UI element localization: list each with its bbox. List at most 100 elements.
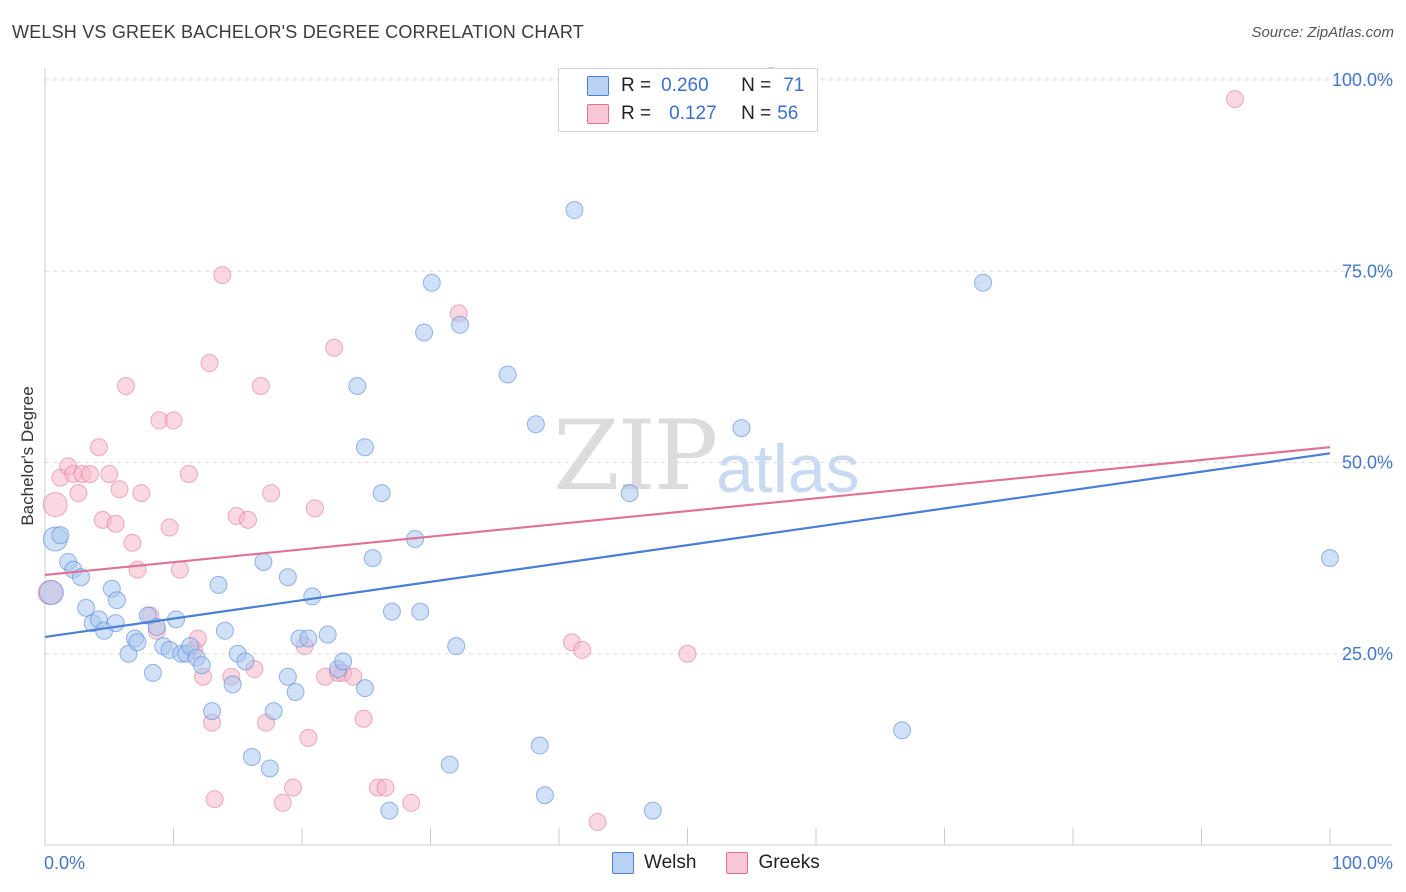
welsh-point	[440, 755, 459, 774]
welsh-point	[411, 602, 430, 621]
legend: R = 0.260 N = 71 R = 0.127 N = 56	[558, 68, 818, 132]
legend-row-welsh: R = 0.260 N = 71	[587, 73, 804, 99]
legend-r-label: R =	[621, 103, 652, 124]
welsh-trend-line	[44, 452, 1331, 639]
legend-row-greeks: R = 0.127 N = 56	[587, 101, 798, 127]
greeks-point	[128, 560, 147, 579]
welsh-point	[303, 587, 322, 606]
welsh-point	[355, 438, 374, 457]
legend-n-value: 71	[783, 75, 805, 96]
greeks-point	[299, 728, 318, 747]
welsh-point	[286, 683, 305, 701]
x-tick-label: 100.0%	[1332, 853, 1393, 873]
welsh-point	[242, 748, 261, 767]
legend-r-value: 0.260	[661, 75, 709, 96]
welsh-point	[565, 201, 584, 220]
welsh-point	[318, 625, 337, 644]
watermark-atlas: atlas	[716, 431, 860, 507]
welsh-point	[223, 675, 242, 694]
welsh-point	[51, 526, 70, 545]
welsh-point	[203, 702, 222, 721]
legend-n-value: 56	[777, 103, 799, 124]
bottom-legend: Welsh Greeks	[612, 852, 820, 874]
welsh-point	[143, 663, 162, 682]
tick-labels: 25.0% 50.0% 75.0% 100.0% 0.0% 100.0%	[44, 70, 1393, 873]
welsh-point	[893, 721, 912, 740]
welsh-point	[278, 667, 297, 686]
welsh-points	[38, 201, 1339, 820]
greeks-point	[164, 411, 183, 430]
welsh-point	[106, 614, 125, 633]
welsh-point	[526, 415, 545, 434]
welsh-swatch	[612, 852, 634, 874]
welsh-point	[107, 591, 126, 610]
greeks-point	[573, 640, 592, 659]
chart-title: WELSH VS GREEK BACHELOR'S DEGREE CORRELA…	[12, 22, 584, 42]
greeks-swatch	[587, 104, 609, 124]
greeks-point	[106, 514, 125, 533]
welsh-point	[380, 801, 399, 820]
greeks-point	[588, 813, 607, 832]
welsh-point	[236, 652, 255, 671]
greeks-point	[116, 377, 135, 395]
welsh-point	[451, 315, 470, 334]
greeks-point	[284, 778, 303, 797]
legend-n-label: N =	[741, 75, 772, 96]
greeks-point	[344, 667, 363, 686]
greeks-point	[69, 484, 88, 503]
welsh-point	[382, 602, 401, 621]
welsh-point	[620, 484, 639, 503]
welsh-point	[363, 549, 382, 568]
welsh-point	[974, 273, 993, 292]
welsh-point	[732, 419, 751, 438]
greeks-point	[200, 354, 219, 373]
welsh-point	[422, 273, 441, 292]
bottom-legend-greeks: Greeks	[758, 852, 820, 873]
welsh-point	[334, 652, 353, 671]
legend-n-label: N =	[741, 103, 772, 124]
bottom-legend-welsh: Welsh	[644, 852, 697, 873]
greeks-point	[262, 484, 281, 503]
welsh-point	[260, 759, 279, 778]
greeks-swatch	[726, 852, 749, 874]
greeks-point	[402, 793, 421, 812]
greeks-point	[205, 790, 224, 809]
axes	[44, 68, 1392, 846]
welsh-point	[128, 633, 147, 652]
greeks-point	[179, 464, 198, 483]
welsh-point	[498, 365, 517, 384]
greeks-point	[376, 778, 395, 797]
welsh-point	[192, 656, 211, 675]
greeks-point	[100, 464, 119, 483]
greeks-point	[160, 518, 179, 537]
greeks-point	[325, 338, 344, 357]
greeks-point	[132, 484, 151, 503]
greeks-point	[170, 560, 189, 579]
welsh-point	[447, 637, 466, 656]
greeks-point	[273, 793, 292, 812]
welsh-point	[372, 484, 391, 503]
gridlines	[45, 77, 1392, 655]
welsh-point	[535, 786, 554, 805]
greeks-point	[354, 709, 373, 728]
greeks-point	[110, 480, 129, 499]
greeks-point	[305, 499, 324, 518]
greeks-point	[213, 266, 232, 285]
welsh-point	[278, 568, 297, 587]
welsh-point	[77, 598, 96, 617]
welsh-point	[348, 377, 367, 395]
welsh-point	[415, 323, 434, 342]
y-tick-label: 50.0%	[1342, 453, 1393, 473]
welsh-point	[530, 736, 549, 755]
greeks-point	[123, 533, 142, 552]
greeks-point	[251, 377, 270, 395]
welsh-point	[264, 702, 283, 721]
welsh-point	[215, 621, 234, 640]
y-axis-label: Bachelor's Degree	[18, 386, 37, 525]
welsh-swatch	[587, 76, 609, 96]
welsh-point	[299, 629, 318, 648]
welsh-point	[147, 617, 166, 636]
source-label: Source: ZipAtlas.com	[1251, 24, 1394, 41]
greeks-trend-line	[44, 446, 1331, 577]
